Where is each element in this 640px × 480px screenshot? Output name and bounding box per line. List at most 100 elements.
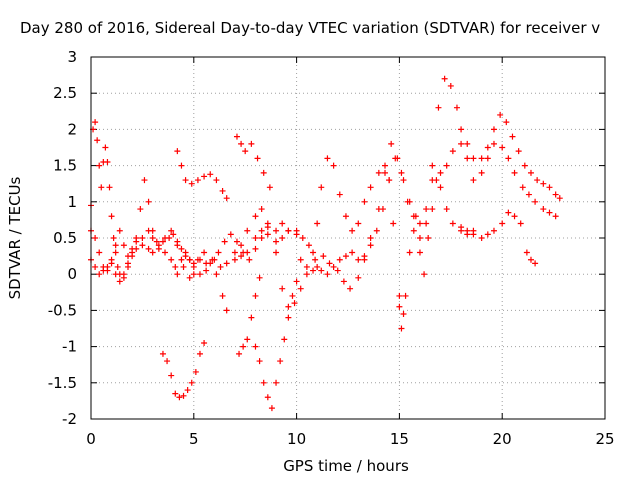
data-point (98, 184, 105, 191)
data-point (540, 180, 547, 187)
data-point (168, 227, 175, 234)
data-point (194, 256, 201, 263)
data-point (458, 140, 465, 147)
data-point (349, 249, 356, 256)
data-point (168, 256, 175, 263)
data-point (238, 253, 245, 260)
data-point (188, 180, 195, 187)
y-tick-label: -2 (62, 410, 77, 428)
data-point (246, 256, 253, 263)
data-point (92, 119, 99, 126)
data-point (141, 177, 148, 184)
data-point (188, 379, 195, 386)
data-point (552, 191, 559, 198)
plot-frame (90, 56, 606, 420)
data-point (423, 206, 430, 213)
data-point (398, 169, 405, 176)
data-point (231, 256, 238, 263)
data-point (176, 394, 183, 401)
data-point (256, 274, 263, 281)
data-point (464, 155, 471, 162)
data-point (104, 267, 111, 274)
data-point (96, 249, 103, 256)
data-point (410, 213, 417, 220)
data-point (425, 235, 432, 241)
data-point (137, 206, 144, 213)
data-point (233, 133, 240, 140)
y-tick-label: 1.5 (53, 157, 77, 175)
data-point (238, 140, 245, 147)
data-point (273, 379, 280, 386)
data-point (215, 249, 222, 256)
x-axis-label: GPS time / hours (283, 457, 409, 475)
data-point (400, 177, 407, 184)
data-point (404, 198, 411, 205)
data-point (519, 184, 526, 191)
data-point (546, 184, 553, 191)
data-point (305, 242, 312, 249)
data-point (149, 235, 156, 241)
data-point (534, 177, 541, 184)
data-point (223, 195, 230, 202)
data-point (297, 285, 304, 292)
data-point (416, 249, 423, 256)
data-point (347, 285, 354, 292)
data-point (470, 155, 477, 162)
data-point (244, 336, 251, 343)
data-point (233, 238, 240, 245)
data-point (285, 314, 292, 321)
data-point (509, 133, 516, 140)
data-point (410, 227, 417, 234)
data-point (336, 256, 343, 263)
data-point (484, 231, 491, 238)
data-points (88, 75, 563, 412)
data-point (258, 235, 265, 241)
data-point (464, 140, 471, 147)
data-point (396, 292, 403, 299)
grid (91, 57, 605, 419)
data-point (264, 231, 271, 238)
data-point (527, 169, 534, 176)
data-point (355, 220, 362, 227)
data-point (94, 137, 101, 144)
data-point (186, 256, 193, 263)
data-point (266, 184, 273, 191)
data-point (108, 213, 115, 220)
data-point (396, 303, 403, 310)
data-point (174, 148, 181, 155)
data-point (145, 198, 152, 205)
data-point (423, 220, 430, 227)
y-tick-label: 2 (67, 120, 77, 138)
data-point (429, 162, 436, 169)
data-point (449, 148, 456, 155)
data-point (318, 267, 325, 274)
data-point (382, 169, 389, 176)
data-point (303, 271, 310, 278)
data-point (102, 144, 109, 151)
data-point (546, 209, 553, 216)
data-point (416, 235, 423, 241)
data-point (279, 235, 286, 241)
data-point (517, 220, 524, 227)
y-tick-label: 1 (67, 193, 77, 211)
data-point (110, 235, 117, 241)
data-point (289, 292, 296, 299)
data-point (277, 358, 284, 365)
data-point (490, 140, 497, 147)
data-point (273, 227, 280, 234)
data-point (499, 144, 506, 151)
data-point (153, 238, 160, 245)
data-point (139, 235, 146, 241)
data-point (402, 292, 409, 299)
data-point (182, 249, 189, 256)
data-point (400, 311, 407, 318)
data-point (499, 220, 506, 227)
data-point (252, 235, 259, 241)
data-point (258, 206, 265, 213)
data-point (203, 267, 210, 274)
data-point (162, 249, 169, 256)
data-point (125, 260, 132, 267)
data-point (201, 173, 208, 180)
data-point (523, 249, 530, 256)
